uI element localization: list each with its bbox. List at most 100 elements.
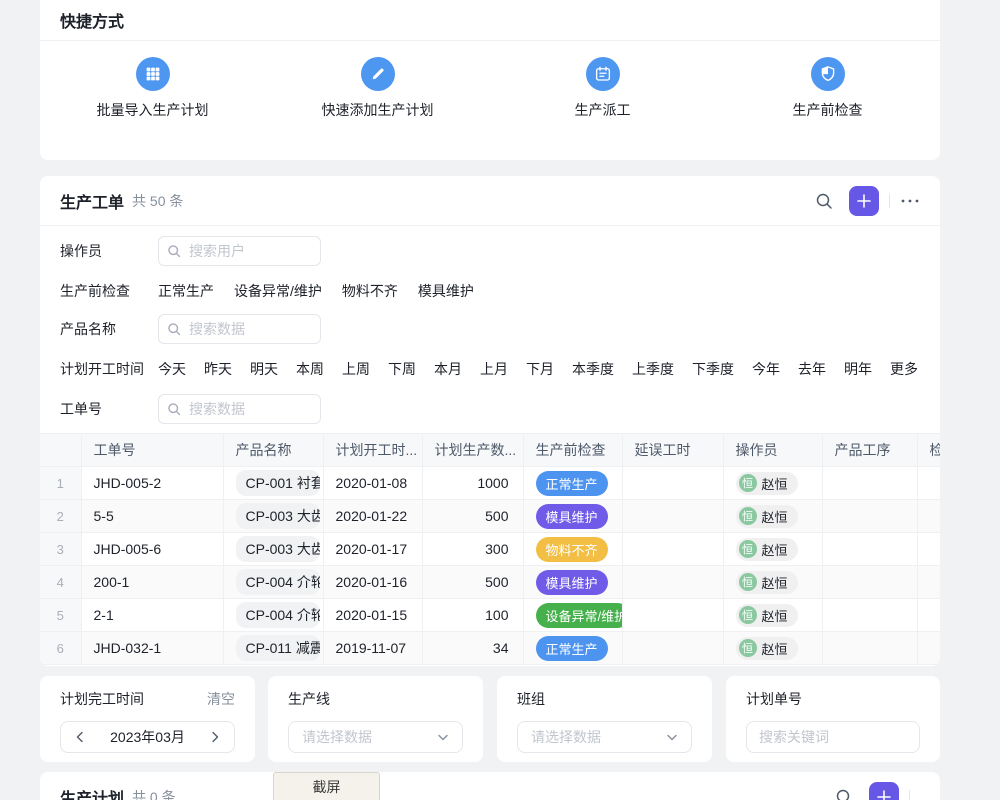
col-delay[interactable]: 延误工时 bbox=[622, 433, 724, 467]
table-row[interactable]: 5 2-1 CP-004 介轮 2020-01-15 100 设备异常/维护 恒… bbox=[40, 598, 940, 632]
time-option[interactable]: 去年 bbox=[798, 361, 826, 377]
row-index: 5 bbox=[40, 598, 82, 632]
cell-order-no: JHD-005-2 bbox=[81, 466, 224, 500]
filter-precheck: 生产前检查 正常生产 设备异常/维护 物料不齐 模具维护 bbox=[60, 280, 920, 302]
shortcut-label: 快速添加生产计划 bbox=[321, 102, 434, 118]
filter-order-no: 工单号 bbox=[60, 394, 920, 424]
production-line-select[interactable]: 请选择数据 bbox=[288, 721, 463, 753]
production-line-card: 生产线 请选择数据 bbox=[268, 676, 483, 762]
table-row[interactable]: 2 5-5 CP-003 大齿轮 2020-01-22 500 模具维护 恒赵恒 bbox=[40, 499, 940, 533]
operator-search bbox=[158, 236, 321, 266]
cell-clipped bbox=[917, 565, 940, 599]
time-option[interactable]: 本季度 bbox=[572, 361, 614, 377]
plan-finish-label: 计划完工时间 bbox=[60, 691, 144, 707]
product-tag: CP-003 大齿轮 bbox=[235, 503, 320, 529]
cell-product: CP-001 衬套 bbox=[223, 466, 324, 500]
shortcut-precheck[interactable]: 生产前检查 bbox=[715, 57, 940, 120]
cell-process bbox=[822, 631, 918, 665]
cell-delay bbox=[622, 631, 724, 665]
cell-product: CP-004 介轮 bbox=[223, 598, 324, 632]
add-plan-button[interactable] bbox=[869, 782, 899, 800]
cell-qty: 500 bbox=[422, 565, 524, 599]
month-value[interactable]: 2023年03月 bbox=[110, 729, 185, 745]
cell-operator: 恒赵恒 bbox=[723, 565, 823, 599]
shortcut-label: 批量导入生产计划 bbox=[96, 102, 209, 118]
time-options: 今天 昨天 明天 本周 上周 下周 本月 上月 下月 本季度 上季度 下季度 今… bbox=[158, 359, 922, 379]
time-option[interactable]: 昨天 bbox=[204, 361, 232, 377]
add-work-order-button[interactable] bbox=[849, 185, 879, 216]
time-option[interactable]: 下月 bbox=[526, 361, 554, 377]
shortcut-quick-add[interactable]: 快速添加生产计划 bbox=[265, 57, 490, 120]
shield-icon bbox=[810, 57, 845, 91]
cell-start-date: 2019-11-07 bbox=[323, 631, 423, 665]
month-navigator: 2023年03月 bbox=[60, 721, 235, 753]
row-index: 4 bbox=[40, 565, 82, 599]
row-index: 2 bbox=[40, 499, 82, 533]
calendar-icon bbox=[585, 57, 620, 91]
cell-delay bbox=[622, 466, 724, 500]
precheck-option[interactable]: 设备异常/维护 bbox=[234, 283, 322, 299]
cell-qty: 100 bbox=[422, 598, 524, 632]
chevron-down-icon bbox=[667, 734, 677, 741]
operator-tag: 恒赵恒 bbox=[735, 504, 798, 528]
shortcut-batch-import[interactable]: 批量导入生产计划 bbox=[40, 57, 265, 120]
status-badge: 模具维护 bbox=[535, 503, 608, 529]
status-badge: 设备异常/维护 bbox=[535, 602, 621, 628]
col-precheck[interactable]: 生产前检查 bbox=[523, 433, 623, 467]
search-icon[interactable] bbox=[835, 788, 853, 800]
cell-order-no: JHD-032-1 bbox=[81, 631, 224, 665]
col-qty[interactable]: 计划生产数... bbox=[422, 433, 524, 467]
operator-search-input[interactable] bbox=[158, 236, 321, 266]
time-option[interactable]: 本月 bbox=[434, 361, 462, 377]
product-search-input[interactable] bbox=[158, 314, 321, 344]
cell-clipped bbox=[917, 532, 940, 566]
col-order-no[interactable]: 工单号 bbox=[81, 433, 224, 467]
time-option[interactable]: 上周 bbox=[342, 361, 370, 377]
more-menu-icon[interactable] bbox=[900, 198, 920, 204]
col-operator[interactable]: 操作员 bbox=[723, 433, 823, 467]
precheck-option[interactable]: 正常生产 bbox=[158, 283, 214, 299]
precheck-option[interactable]: 物料不齐 bbox=[341, 283, 398, 299]
table-row[interactable]: 6 JHD-032-1 CP-011 减震器 2019-11-07 34 正常生… bbox=[40, 631, 940, 665]
shortcut-dispatch[interactable]: 生产派工 bbox=[490, 57, 715, 120]
col-clipped[interactable]: 检验 bbox=[917, 433, 940, 467]
shortcut-label: 生产派工 bbox=[574, 102, 631, 118]
team-select[interactable]: 请选择数据 bbox=[517, 721, 692, 753]
time-option[interactable]: 明年 bbox=[844, 361, 872, 377]
col-process[interactable]: 产品工序 bbox=[822, 433, 918, 467]
search-icon[interactable] bbox=[815, 192, 833, 210]
time-option[interactable]: 今天 bbox=[158, 361, 186, 377]
screenshot-button[interactable]: 截屏 bbox=[273, 772, 380, 800]
cell-operator: 恒赵恒 bbox=[723, 598, 823, 632]
time-option[interactable]: 本周 bbox=[296, 361, 324, 377]
plan-no-input[interactable] bbox=[746, 721, 920, 753]
time-option[interactable]: 今年 bbox=[752, 361, 780, 377]
table-row[interactable]: 3 JHD-005-6 CP-003 大齿轮 2020-01-17 300 物料… bbox=[40, 532, 940, 566]
filter-product: 产品名称 bbox=[60, 314, 920, 344]
clear-button[interactable]: 清空 bbox=[207, 691, 235, 707]
select-placeholder: 请选择数据 bbox=[531, 729, 601, 745]
time-option[interactable]: 下周 bbox=[388, 361, 416, 377]
header-actions bbox=[815, 185, 920, 216]
table-row[interactable]: 4 200-1 CP-004 介轮 2020-01-16 500 模具维护 恒赵… bbox=[40, 565, 940, 599]
col-product[interactable]: 产品名称 bbox=[223, 433, 324, 467]
order-no-search-input[interactable] bbox=[158, 394, 321, 424]
time-more-link[interactable]: 更多 bbox=[890, 361, 918, 377]
time-option[interactable]: 下季度 bbox=[692, 361, 734, 377]
operator-tag: 恒赵恒 bbox=[735, 537, 798, 561]
time-option[interactable]: 明天 bbox=[250, 361, 278, 377]
col-start-date[interactable]: 计划开工时... bbox=[323, 433, 423, 467]
production-plan-card: 生产计划 共 0 条 bbox=[40, 772, 940, 800]
time-option[interactable]: 上季度 bbox=[632, 361, 674, 377]
avatar: 恒 bbox=[738, 573, 757, 591]
production-line-label: 生产线 bbox=[288, 691, 330, 707]
table-row[interactable]: 1 JHD-005-2 CP-001 衬套 2020-01-08 1000 正常… bbox=[40, 466, 940, 500]
next-month-icon[interactable] bbox=[209, 731, 221, 743]
precheck-option[interactable]: 模具维护 bbox=[417, 283, 474, 299]
prev-month-icon[interactable] bbox=[74, 731, 86, 743]
shortcuts-header: 快捷方式 bbox=[40, 0, 940, 41]
time-option[interactable]: 上月 bbox=[480, 361, 508, 377]
product-search bbox=[158, 314, 321, 344]
filter-label: 工单号 bbox=[60, 401, 102, 417]
product-tag: CP-011 减震器 bbox=[235, 635, 320, 661]
